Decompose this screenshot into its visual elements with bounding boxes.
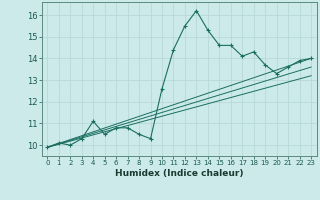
X-axis label: Humidex (Indice chaleur): Humidex (Indice chaleur): [115, 169, 244, 178]
